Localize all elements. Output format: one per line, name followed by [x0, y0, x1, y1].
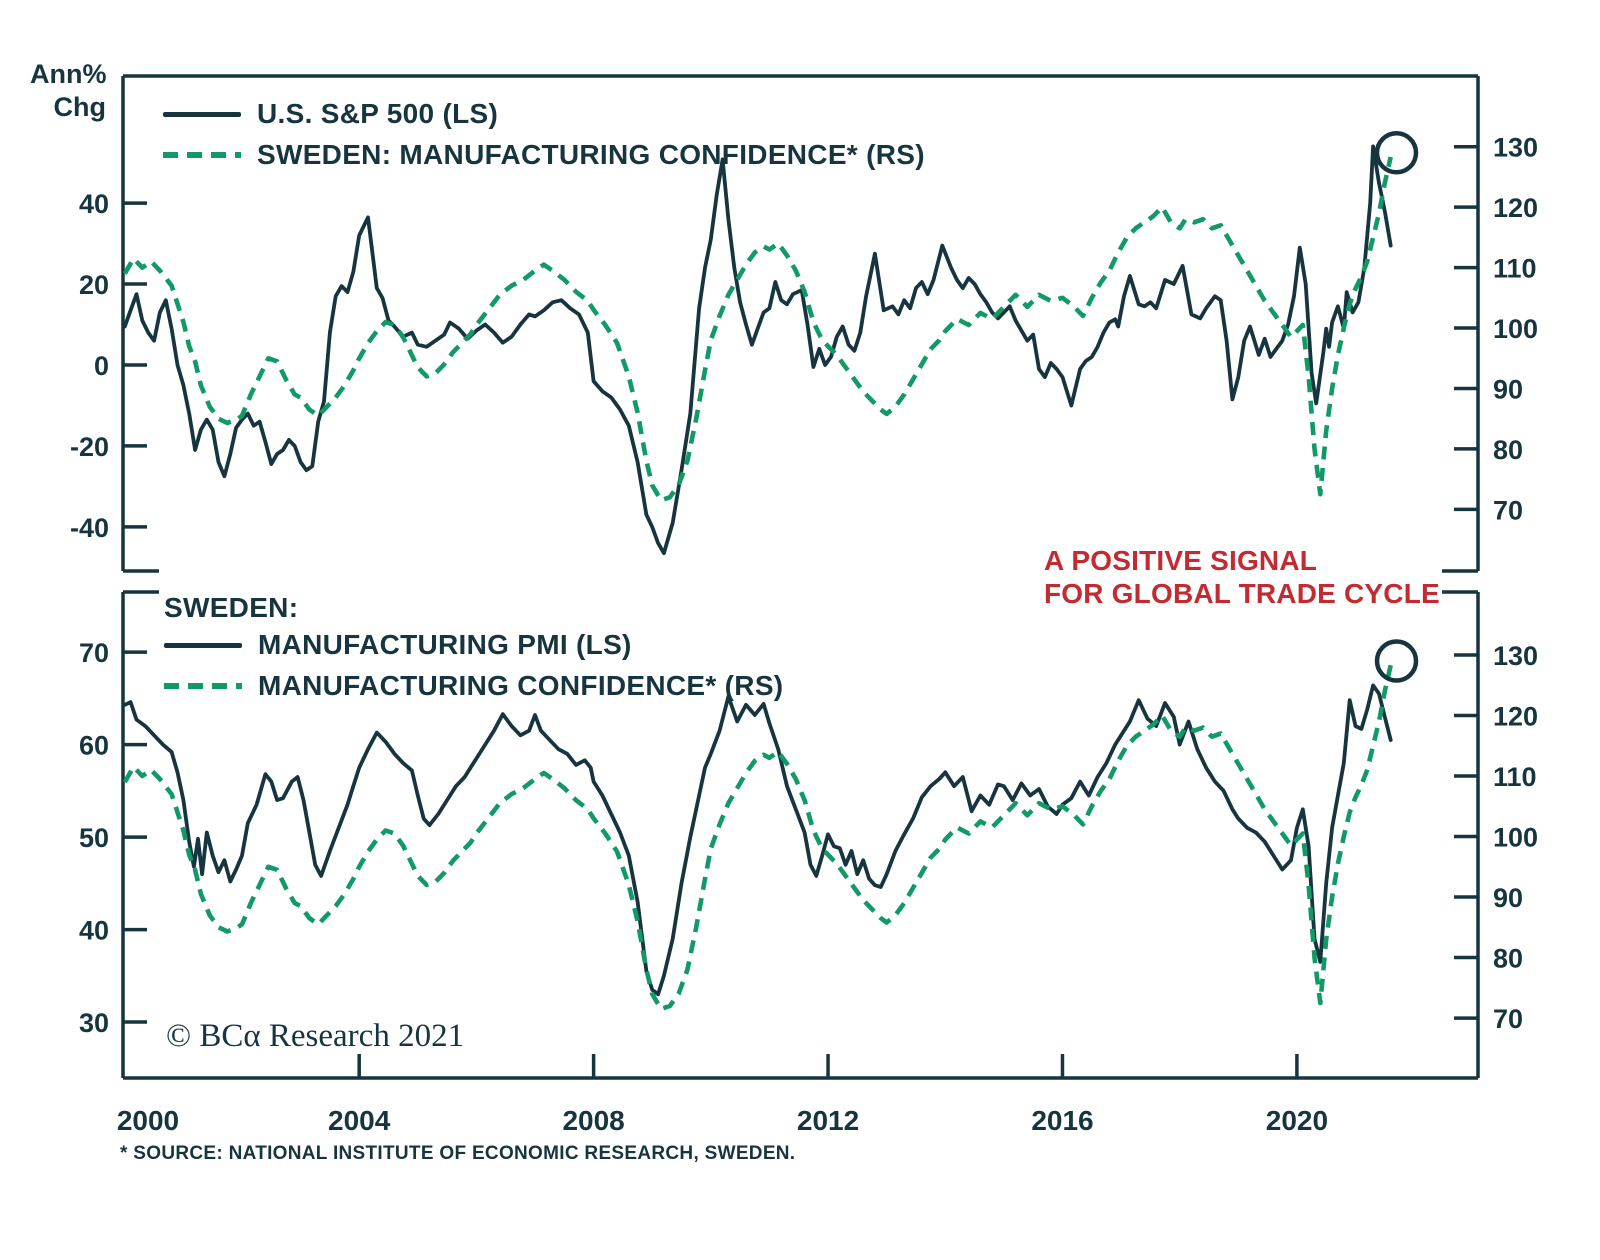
right-tick-label: 110: [1493, 762, 1537, 792]
legend-row-sp500: U.S. S&P 500 (LS): [163, 98, 925, 130]
x-tick-label: 2008: [562, 1105, 624, 1136]
confidence-legend-label-top: SWEDEN: MANUFACTURING CONFIDENCE* (RS): [257, 139, 925, 170]
confidence-line-top: [122, 156, 1393, 503]
right-tick-label: 70: [1493, 1004, 1523, 1034]
x-tick-label: 2000: [117, 1105, 179, 1136]
left-axis-title-line1: Ann%: [30, 59, 107, 89]
right-tick-label: 70: [1493, 495, 1523, 525]
confidence-line-swatch-bottom: [164, 683, 242, 689]
legend-row-pmi: MANUFACTURING PMI (LS): [164, 629, 783, 661]
x-tick-label: 2004: [328, 1105, 391, 1136]
legend-row-confidence-bottom: MANUFACTURING CONFIDENCE* (RS): [164, 670, 783, 702]
pmi-line: [122, 683, 1393, 997]
right-tick-label: 90: [1493, 374, 1523, 404]
bottom-legend-header: SWEDEN:: [164, 592, 299, 623]
pmi-legend-label: MANUFACTURING PMI (LS): [258, 629, 632, 660]
left-tick-label: 50: [79, 823, 109, 853]
copyright-watermark: © BCα Research 2021: [166, 1018, 465, 1054]
sp500-line: [122, 144, 1393, 556]
confidence-legend-label-bottom: MANUFACTURING CONFIDENCE* (RS): [258, 670, 784, 701]
top-panel-legend: U.S. S&P 500 (LS) SWEDEN: MANUFACTURING …: [163, 98, 925, 180]
left-tick-label: -20: [70, 432, 109, 462]
endpoint-circle-bottom: [1374, 639, 1419, 683]
x-tick-label: 2016: [1031, 1105, 1093, 1136]
left-tick-label: 20: [79, 270, 109, 300]
right-tick-label: 80: [1493, 944, 1523, 974]
left-axis-title: Ann% Chg: [30, 58, 107, 124]
pmi-line-swatch: [164, 642, 242, 648]
left-tick-label: 0: [94, 351, 109, 381]
left-tick-label: -40: [70, 513, 109, 543]
annotation-line1: A POSITIVE SIGNAL: [1044, 545, 1318, 576]
endpoint-circle-top: [1374, 131, 1419, 175]
annotation-positive-signal: A POSITIVE SIGNAL FOR GLOBAL TRADE CYCLE: [1044, 544, 1440, 610]
left-axis-title-line2: Chg: [53, 92, 106, 122]
right-tick-label: 120: [1493, 193, 1538, 223]
right-tick-label: 110: [1493, 254, 1537, 284]
legend-row-confidence-top: SWEDEN: MANUFACTURING CONFIDENCE* (RS): [163, 139, 925, 171]
left-tick-label: 60: [79, 731, 109, 761]
confidence-line-bottom: [122, 664, 1393, 1012]
right-tick-label: 100: [1493, 314, 1538, 344]
right-tick-label: 130: [1493, 133, 1538, 163]
annotation-line2: FOR GLOBAL TRADE CYCLE: [1044, 578, 1440, 609]
confidence-line-swatch-top: [163, 152, 241, 158]
right-tick-label: 130: [1493, 641, 1538, 671]
left-tick-label: 70: [79, 638, 109, 668]
right-tick-label: 120: [1493, 701, 1538, 731]
right-tick-label: 90: [1493, 883, 1523, 913]
left-tick-label: 30: [79, 1008, 109, 1038]
right-tick-label: 100: [1493, 823, 1538, 853]
left-tick-label: 40: [79, 916, 109, 946]
sp500-line-swatch: [163, 111, 241, 117]
source-note: * SOURCE: NATIONAL INSTITUTE OF ECONOMIC…: [120, 1143, 796, 1164]
left-tick-label: 40: [79, 189, 109, 219]
x-tick-label: 2020: [1266, 1105, 1328, 1136]
right-tick-label: 80: [1493, 435, 1523, 465]
bottom-panel-legend: SWEDEN: MANUFACTURING PMI (LS) MANUFACTU…: [164, 592, 783, 711]
sp500-legend-label: U.S. S&P 500 (LS): [257, 98, 499, 129]
x-tick-label: 2012: [797, 1105, 859, 1136]
